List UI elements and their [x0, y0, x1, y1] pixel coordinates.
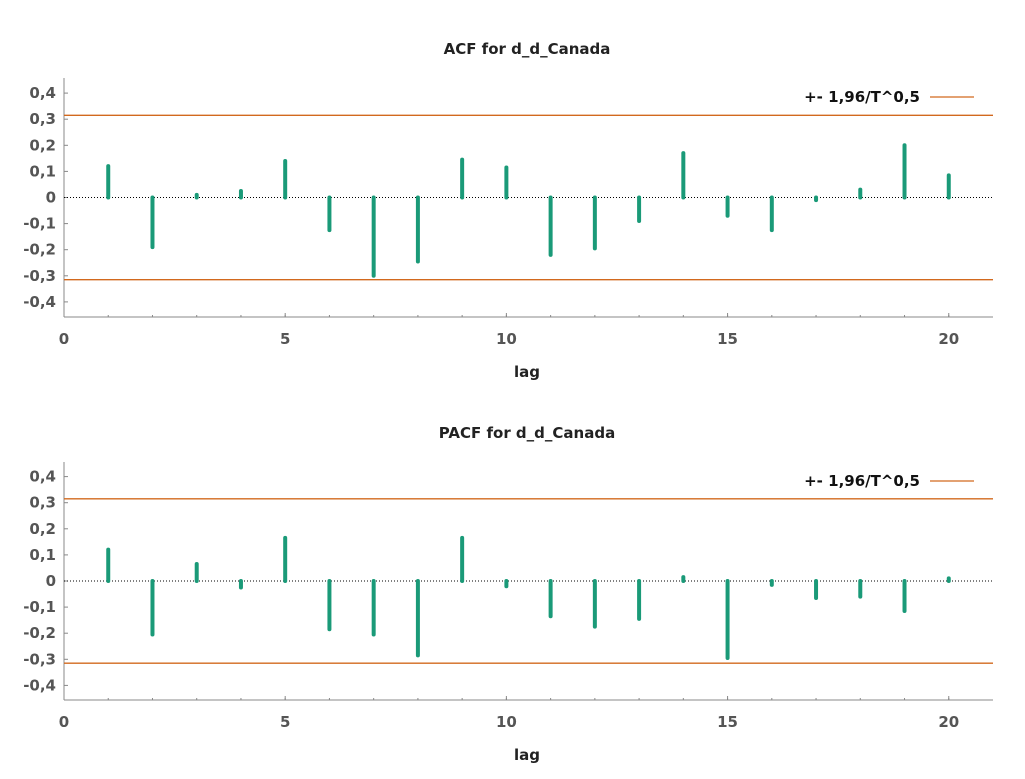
acf-chart-title: ACF for d_d_Canada [444, 40, 611, 58]
acf-x-tick-label: 10 [496, 330, 517, 348]
pacf-y-tick-label: 0,2 [29, 520, 56, 538]
pacf-x-tick-label: 0 [59, 713, 69, 731]
pacf-y-tick-label: -0,3 [23, 650, 56, 668]
pacf-x-tick-label: 10 [496, 713, 517, 731]
acf-y-tick-label: -0,1 [23, 215, 56, 233]
pacf-legend-label: +- 1,96/T^0,5 [804, 472, 920, 490]
acf-legend-label: +- 1,96/T^0,5 [804, 88, 920, 106]
acf-y-tick-label: -0,4 [23, 293, 56, 311]
acf-x-axis-label: lag [514, 363, 540, 381]
pacf-y-tick-label: 0,4 [29, 468, 56, 486]
pacf-x-tick-label: 20 [938, 713, 959, 731]
pacf-y-tick-label: -0,4 [23, 676, 56, 694]
pacf-x-axis-label: lag [514, 746, 540, 764]
acf-y-tick-label: -0,3 [23, 267, 56, 285]
acf-x-tick-label: 15 [717, 330, 738, 348]
pacf-panel: PACF for d_d_Canada lag +- 1,96/T^0,5 0,… [23, 424, 993, 764]
pacf-x-tick-label: 15 [717, 713, 738, 731]
pacf-x-tick-label: 5 [280, 713, 290, 731]
pacf-y-tick-label: 0,3 [29, 494, 56, 512]
acf-y-tick-label: 0,2 [29, 136, 56, 154]
acf-x-tick-label: 20 [938, 330, 959, 348]
pacf-chart-title: PACF for d_d_Canada [439, 424, 615, 442]
pacf-y-tick-label: -0,2 [23, 624, 56, 642]
pacf-y-tick-label: 0 [46, 572, 56, 590]
pacf-y-tick-label: 0,1 [29, 546, 56, 564]
acf-y-tick-label: 0,3 [29, 110, 56, 128]
pacf-y-tick-label: -0,1 [23, 598, 56, 616]
acf-y-tick-label: 0 [46, 189, 56, 207]
acf-y-tick-label: -0,2 [23, 241, 56, 259]
acf-x-tick-label: 0 [59, 330, 69, 348]
acf-panel: ACF for d_d_Canada lag +- 1,96/T^0,5 0,4… [23, 40, 993, 381]
acf-y-tick-label: 0,4 [29, 84, 56, 102]
acf-y-tick-label: 0,1 [29, 162, 56, 180]
acf-x-tick-label: 5 [280, 330, 290, 348]
